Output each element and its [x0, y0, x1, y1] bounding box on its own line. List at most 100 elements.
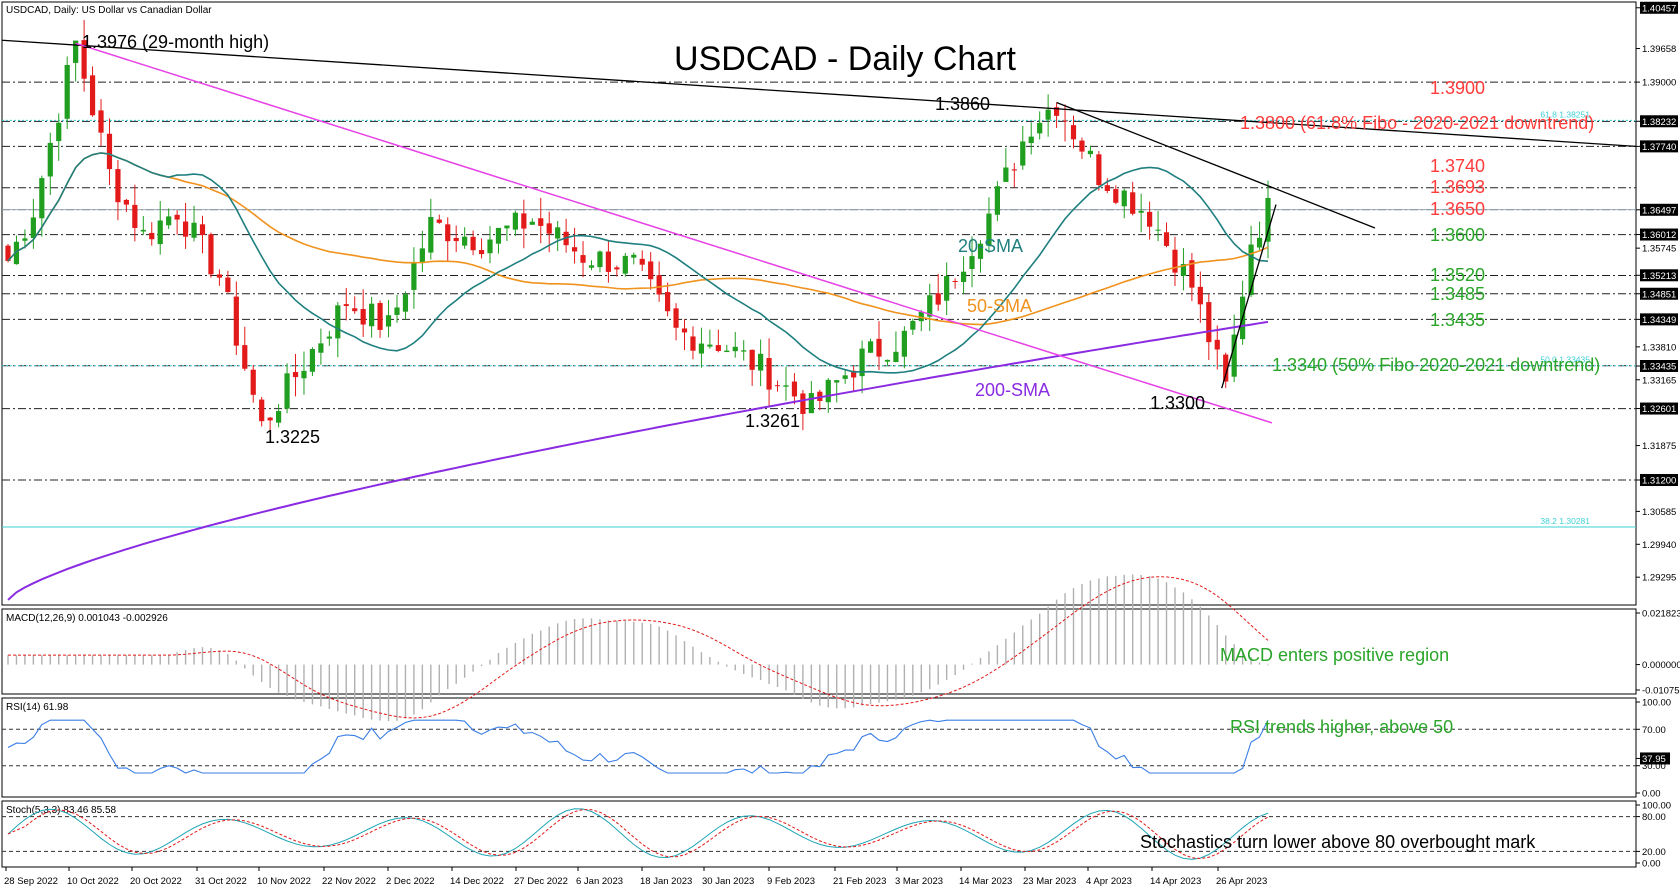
candle-body [233, 296, 239, 346]
candle-body [1096, 154, 1102, 186]
rsi-note: RSI trends higher, above 50 [1230, 717, 1453, 737]
date-label: 30 Jan 2023 [702, 876, 754, 887]
candle-body [876, 338, 882, 357]
candle-body [470, 236, 476, 251]
candle-body [918, 311, 924, 322]
candle-body [1206, 302, 1212, 343]
date-label: 3 Mar 2023 [895, 876, 943, 887]
date-label: 2 Dec 2022 [386, 876, 435, 887]
candle-body [555, 227, 561, 239]
candle-body [1003, 167, 1009, 182]
candle-body [859, 348, 865, 377]
date-label: 31 Oct 2022 [195, 876, 247, 887]
candle-body [825, 379, 831, 403]
candle-body [681, 328, 688, 333]
rsi-title: RSI(14) 61.98 [6, 702, 69, 713]
candle-body [1248, 244, 1254, 295]
candle-body [927, 295, 933, 317]
price-tick-label: 1.36012 [1642, 230, 1676, 241]
candle-body [977, 243, 984, 259]
candle-body [986, 213, 992, 246]
date-label: 26 Apr 2023 [1216, 876, 1267, 887]
candle-body [571, 247, 578, 252]
candle-body [1223, 354, 1229, 382]
macd-signal-line [8, 576, 1269, 719]
candle-body [1180, 264, 1187, 276]
candle-body [216, 274, 223, 278]
rsi-tick-label: 100.00 [1642, 698, 1671, 709]
stoch-tick-label: 20.00 [1642, 847, 1666, 858]
candle-body [39, 178, 45, 219]
price-tick-box [1640, 140, 1678, 153]
price-tick-box [1640, 269, 1678, 282]
price-tick-label: 1.40457 [1642, 3, 1676, 14]
level-label: 1.3740 [1430, 156, 1485, 176]
ascending-trendline [1221, 204, 1277, 389]
candle-body [1104, 185, 1110, 191]
candle-body [495, 227, 502, 244]
candle-body [808, 393, 814, 414]
candle-body [504, 225, 510, 229]
candle-body [893, 351, 899, 362]
date-label: 6 Jan 2023 [576, 876, 623, 887]
candle-body [1256, 237, 1263, 248]
candle-body [791, 381, 798, 397]
level-label: 1.3435 [1430, 310, 1485, 330]
level-label: 1.3340 (50% Fibo 2020-2021 downtrend) [1272, 355, 1600, 375]
level-label: 1.3520 [1430, 265, 1485, 285]
macd-histogram [7, 574, 1269, 722]
candle-body [521, 213, 527, 229]
price-tick-box [1640, 228, 1678, 241]
macd-tick-label: -0.010753 [1642, 686, 1680, 697]
candle-body [758, 353, 764, 371]
candle-body [166, 216, 172, 226]
date-label: 28 Sep 2022 [4, 876, 58, 887]
price-tick-label: 1.37740 [1642, 142, 1676, 153]
candle-body [1155, 229, 1161, 231]
price-tick-label: 1.33435 [1642, 361, 1676, 372]
candle-body [1053, 107, 1060, 116]
candle-body [157, 220, 163, 245]
candle-body [13, 241, 20, 265]
candle-body [732, 346, 738, 352]
price-tick-box [1640, 115, 1678, 128]
price-tick-label: 1.31200 [1642, 476, 1676, 487]
date-label: 14 Apr 2023 [1150, 876, 1201, 887]
candle-body [369, 303, 375, 327]
candle-body [402, 294, 409, 312]
candle-body [377, 303, 383, 330]
ma-label: 200-SMA [975, 380, 1050, 400]
sma50-line [7, 152, 1269, 326]
candle-body [648, 261, 654, 280]
date-label: 10 Nov 2022 [257, 876, 311, 887]
level-label: 1.3600 [1430, 225, 1485, 245]
candle-body [174, 214, 180, 220]
candle-body [73, 40, 79, 63]
candle-body [741, 350, 747, 352]
candle-body [512, 212, 518, 230]
candle-body [267, 417, 273, 421]
candle-body [47, 142, 53, 177]
candle-body [250, 369, 256, 395]
date-label: 4 Apr 2023 [1086, 876, 1132, 887]
candle-body [436, 219, 442, 223]
candle-body [774, 385, 781, 387]
candle-body [749, 349, 755, 370]
price-tick-label: 1.34851 [1642, 289, 1676, 300]
candle-body [208, 234, 214, 275]
level-label: 1.3693 [1430, 177, 1485, 197]
fibo-tag: 50.0 1.33435 [1540, 355, 1590, 365]
point-label: 1.3261 [745, 411, 800, 431]
candle-body [1113, 189, 1119, 203]
price-tick-box [1640, 287, 1678, 300]
candle-body [969, 256, 975, 269]
candle-body [411, 262, 417, 290]
candle-body [622, 255, 628, 274]
candle-body [394, 307, 400, 315]
candle-body [715, 345, 721, 351]
date-label: 22 Nov 2022 [322, 876, 376, 887]
candle-body [123, 199, 129, 205]
candle-body [199, 224, 206, 236]
price-tick-label: 1.29295 [1642, 573, 1676, 584]
candle-body [1130, 192, 1136, 214]
